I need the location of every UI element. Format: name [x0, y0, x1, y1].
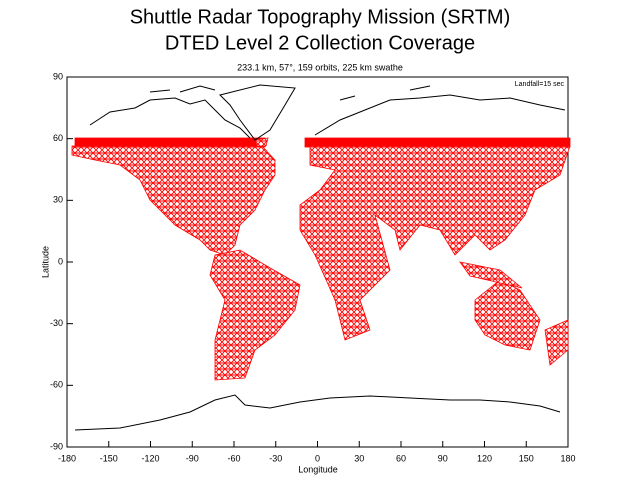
x-tick-label: 150: [519, 453, 534, 463]
annotation: 233.1 km, 57°, 159 orbits, 225 km swathe: [237, 62, 403, 72]
y-tick-label: -60: [50, 380, 63, 390]
x-tick-label: 90: [438, 453, 448, 463]
coastlines: [74, 84, 566, 431]
y-tick-label: 60: [53, 133, 63, 143]
north-america: [71, 145, 276, 256]
eurasia-africa: [299, 145, 571, 341]
y-tick-label: -30: [50, 318, 63, 328]
x-tick-label: 0: [315, 453, 320, 463]
y-tick-label: 90: [53, 71, 63, 81]
x-tick-label: -30: [269, 453, 282, 463]
x-axis-label: Longitude: [298, 464, 338, 474]
australia: [474, 279, 541, 351]
greenland: [219, 84, 296, 141]
indonesia: [459, 261, 523, 289]
x-tick-label: 30: [354, 453, 364, 463]
y-tick-label: 30: [53, 195, 63, 205]
y-tick-label: 0: [58, 256, 63, 266]
x-tick-label: -180: [58, 453, 76, 463]
arctic-islands: [149, 85, 431, 101]
x-tick-label: 180: [560, 453, 575, 463]
south-america: [209, 249, 301, 381]
y-axis-label: Latitude: [40, 246, 50, 278]
plot-frame: [66, 76, 569, 448]
new-zealand: [544, 319, 569, 366]
x-tick-label: -60: [227, 453, 240, 463]
subtitle: DTED Level 2 Collection Coverage: [165, 32, 475, 54]
x-tick-label: -150: [100, 453, 118, 463]
y-tick-label: -90: [50, 441, 63, 451]
coverage: [71, 137, 571, 381]
x-tick-label: -120: [141, 453, 159, 463]
iceland: [254, 137, 269, 147]
title: Shuttle Radar Topography Mission (SRTM): [130, 6, 511, 28]
x-tick-label: -90: [186, 453, 199, 463]
x-tick-label: 120: [477, 453, 492, 463]
legend-note: Landfall=15 sec: [515, 81, 565, 88]
x-tick-label: 60: [396, 453, 406, 463]
arctic-coast: [89, 97, 251, 139]
antarctica: [74, 394, 561, 431]
siberia-coast: [314, 94, 566, 136]
